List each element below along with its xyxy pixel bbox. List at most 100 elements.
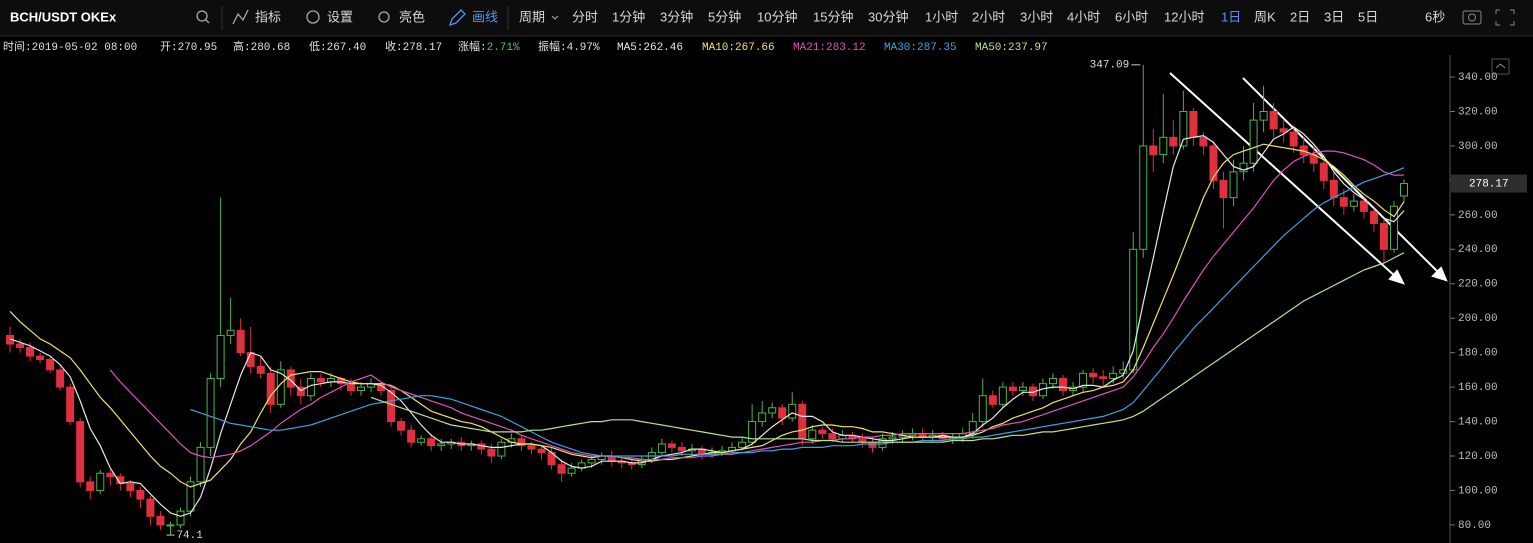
settings-icon[interactable] bbox=[306, 10, 320, 24]
period[interactable]: 2小时 bbox=[972, 9, 1005, 24]
info-item: 高:280.68 bbox=[233, 39, 290, 54]
camera-icon[interactable] bbox=[1462, 10, 1482, 25]
candle-body bbox=[1279, 128, 1288, 133]
period[interactable]: 1日 bbox=[1221, 9, 1241, 24]
candle-body bbox=[567, 467, 576, 474]
tool-active[interactable]: 画线 bbox=[472, 9, 498, 24]
y-tick-label: 340.00 bbox=[1458, 72, 1498, 84]
candle-body bbox=[296, 386, 305, 397]
ma-line bbox=[109, 150, 1405, 461]
candle-body bbox=[748, 421, 757, 443]
info-label: 涨幅: bbox=[458, 40, 487, 54]
period[interactable]: 4小时 bbox=[1067, 9, 1100, 24]
candle-body bbox=[1219, 179, 1228, 199]
candle-body bbox=[998, 386, 1007, 405]
period[interactable]: 1小时 bbox=[925, 9, 958, 24]
candle-body bbox=[86, 481, 95, 491]
period[interactable]: 分时 bbox=[572, 9, 598, 24]
ma-line bbox=[370, 252, 1405, 443]
y-tick-label: 120.00 bbox=[1458, 451, 1498, 463]
candle-body bbox=[36, 355, 45, 361]
info-label: MA50: bbox=[975, 42, 1008, 54]
candle-body bbox=[988, 395, 997, 405]
candle-body bbox=[226, 329, 235, 336]
period[interactable]: 5日 bbox=[1358, 9, 1378, 24]
candle-body bbox=[1349, 200, 1358, 207]
tool[interactable]: 指标 bbox=[255, 9, 281, 24]
candle-body bbox=[357, 386, 366, 392]
candle-body bbox=[66, 386, 75, 423]
candle-body bbox=[677, 446, 686, 452]
candle-body bbox=[1319, 162, 1328, 181]
period[interactable]: 6小时 bbox=[1115, 9, 1148, 24]
period[interactable]: 2日 bbox=[1290, 9, 1310, 24]
info-value: 2.71% bbox=[487, 42, 520, 54]
period[interactable]: 3小时 bbox=[1020, 9, 1053, 24]
y-tick-label: 140.00 bbox=[1458, 416, 1498, 428]
period[interactable]: 1分钟 bbox=[612, 9, 645, 24]
tool[interactable]: 亮色 bbox=[399, 9, 425, 24]
ma-line bbox=[9, 126, 1405, 517]
price-tag-label: 278.17 bbox=[1469, 178, 1509, 190]
candle-body bbox=[1179, 110, 1188, 147]
candle-body bbox=[758, 412, 767, 423]
candle-body bbox=[16, 343, 25, 348]
info-item: MA10:267.66 bbox=[702, 42, 775, 54]
candle-body bbox=[738, 441, 747, 448]
candle-body bbox=[1369, 210, 1378, 224]
period[interactable]: 3日 bbox=[1324, 9, 1344, 24]
candle-body bbox=[1259, 110, 1268, 121]
ma-line bbox=[190, 167, 1405, 457]
period[interactable]: 30分钟 bbox=[868, 9, 908, 24]
info-item: MA30:287.35 bbox=[884, 42, 957, 54]
candle-body bbox=[1079, 372, 1088, 388]
y-tick-label: 80.00 bbox=[1458, 520, 1491, 532]
period[interactable]: 3分钟 bbox=[660, 9, 693, 24]
period[interactable]: 周K bbox=[1254, 9, 1276, 24]
candle-body bbox=[1109, 372, 1118, 379]
symbol[interactable]: BCH/USDT OKEx bbox=[10, 9, 117, 24]
candle-body bbox=[487, 448, 496, 457]
candle-body bbox=[56, 369, 65, 388]
candle-body bbox=[176, 510, 185, 526]
info-label: 收: bbox=[385, 39, 403, 54]
candle-body bbox=[437, 443, 446, 447]
candle-body bbox=[387, 390, 396, 423]
refresh[interactable]: 6秒 bbox=[1425, 9, 1445, 24]
y-tick-label: 240.00 bbox=[1458, 244, 1498, 256]
y-tick-label: 160.00 bbox=[1458, 382, 1498, 394]
indicator-icon[interactable] bbox=[232, 9, 249, 25]
tool[interactable]: 设置 bbox=[327, 9, 353, 24]
period[interactable]: 10分钟 bbox=[757, 9, 797, 24]
candle-body bbox=[76, 421, 85, 483]
candle-body bbox=[557, 464, 566, 474]
period[interactable]: 5分钟 bbox=[708, 9, 741, 24]
candle-body bbox=[497, 441, 506, 457]
draw-icon[interactable] bbox=[448, 9, 466, 27]
fullscreen-icon[interactable] bbox=[1495, 9, 1515, 26]
candle-body bbox=[407, 429, 416, 443]
info-item: 低:267.40 bbox=[309, 40, 366, 54]
candle-body bbox=[667, 443, 676, 448]
theme-icon[interactable] bbox=[378, 11, 390, 23]
high-label: 347.09 bbox=[1090, 60, 1130, 72]
info-value: 278.17 bbox=[403, 42, 443, 54]
period-label[interactable]: 周期 bbox=[519, 9, 545, 24]
candle-body bbox=[266, 372, 275, 405]
period[interactable]: 12小时 bbox=[1164, 9, 1204, 24]
candle-body bbox=[1400, 183, 1408, 197]
candle-body bbox=[106, 472, 115, 478]
candle-body bbox=[1379, 222, 1388, 250]
candle-body bbox=[417, 438, 426, 443]
candle-body bbox=[978, 395, 987, 423]
candle-body bbox=[427, 438, 436, 447]
info-item: 收:278.17 bbox=[385, 39, 442, 54]
info-value: 262.46 bbox=[643, 42, 683, 54]
collapse-icon[interactable] bbox=[1491, 58, 1510, 75]
search-icon[interactable] bbox=[196, 10, 210, 24]
candle-body bbox=[818, 429, 827, 435]
low-label: 74.1 bbox=[176, 530, 203, 542]
info-value: 267.66 bbox=[735, 42, 775, 54]
info-label: MA5: bbox=[617, 42, 643, 54]
period[interactable]: 15分钟 bbox=[813, 9, 853, 24]
